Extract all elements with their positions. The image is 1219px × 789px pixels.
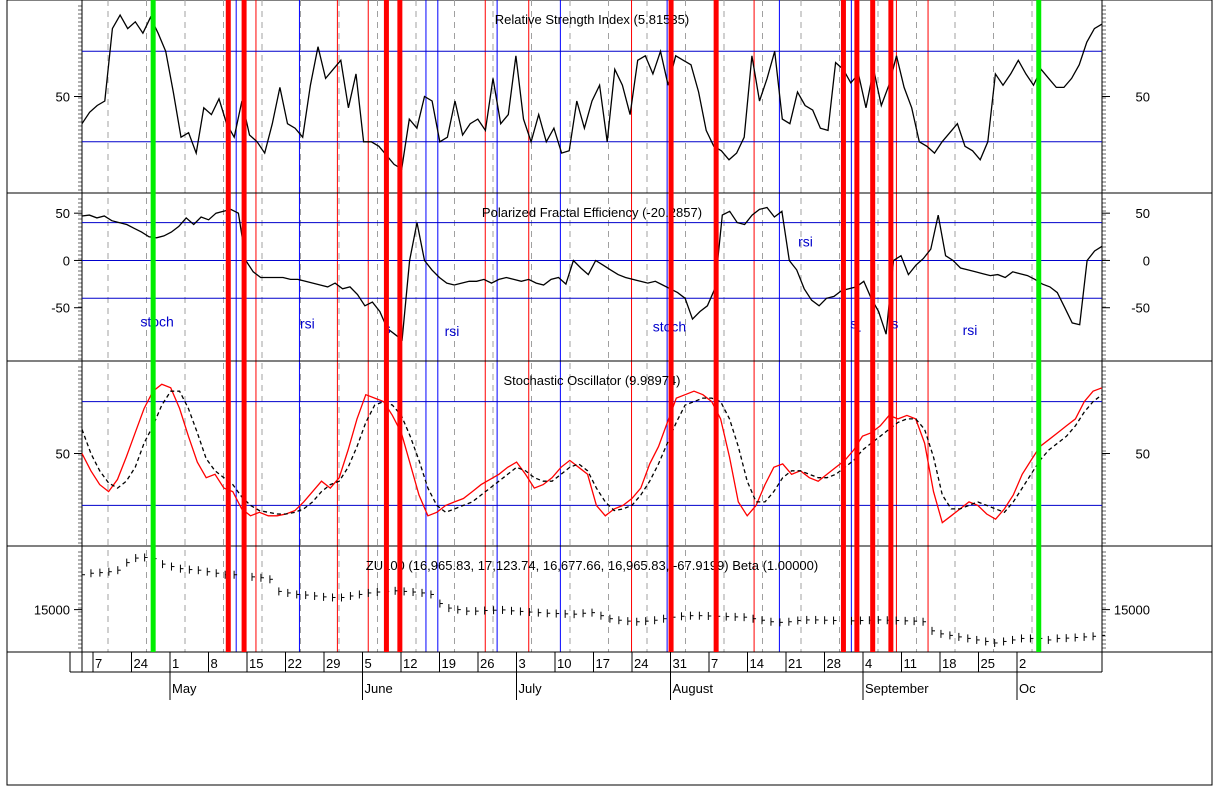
day-tick-label: 11 [904,656,918,671]
day-tick-label: 19 [442,656,456,671]
series-line [81,13,1103,170]
day-tick-label: 29 [326,656,340,671]
y-tick-label-left: 15000 [34,603,70,618]
panel-3: 50 50 Stochastic Oscillator (9.98974) [7,361,1212,547]
series-line-dashed [81,390,1103,515]
y-tick-label-right: 0 [1143,253,1150,268]
day-tick-label: 24 [634,656,648,671]
signal-annotation: rsi [798,233,813,249]
day-tick-label: 3 [519,656,526,671]
y-tick-label-right: 15000 [1114,603,1150,618]
chart-frame [6,0,1213,786]
y-tick-label-right: 50 [1136,206,1150,221]
day-tick-label: 7 [95,656,102,671]
month-label: May [172,681,197,696]
month-label: September [865,681,929,696]
y-tick-label-left: 50 [56,447,70,462]
day-tick-label: 8 [211,656,218,671]
day-tick-label: 18 [942,656,956,671]
panel-title: Polarized Fractal Efficiency (-20.2857) [482,205,702,220]
day-tick-label: 28 [827,656,841,671]
vertical-signal-lines-front [150,0,1042,652]
date-axis: 7 24 1 8 15 22 29 5 12 19 26 3 10 17 24 31 7 14 21 28 4 11 18 2… [69,652,1103,700]
day-gridlines [107,0,1033,652]
y-tick-label-left: 0 [63,253,70,268]
y-tick-label-right: 50 [1136,447,1150,462]
day-tick-label: 4 [865,656,872,671]
day-tick-label: 2 [1019,656,1026,671]
day-tick-label: 24 [134,656,148,671]
vertical-signal-lines-back [235,0,929,652]
day-tick-label: 17 [596,656,610,671]
month-label: July [519,681,543,696]
month-label: August [673,681,714,696]
day-tick-label: 25 [981,656,995,671]
panel-title: ZU100 (16,965.83, 17,123.74, 16,677.66, … [366,558,818,573]
day-tick-label: 22 [288,656,302,671]
signal-annotation: rsi [963,322,978,338]
y-tick-label-left: -50 [51,301,70,316]
signal-annotation: rsi [445,323,460,339]
y-tick-label-right: 50 [1136,90,1150,105]
panel-4: 15000 15000 ZU100 (16,965.83, 17,123.74, 1… [7,546,1212,653]
series-line [81,206,1103,342]
panel-2: 505000-50-50stochrsisrsistochrsisrsrsiPo… [7,193,1212,362]
signal-annotation: rsi [300,316,315,332]
panel-1: 50 50 Relative Strength Index (5.81535) [7,0,1212,194]
month-label: Oc [1019,681,1036,696]
y-tick-label-left: 50 [56,90,70,105]
day-tick-label: 12 [403,656,417,671]
day-tick-label: 7 [711,656,718,671]
day-tick-label: 1 [172,656,179,671]
panel-title: Stochastic Oscillator (9.98974) [503,373,680,388]
signal-annotation: s [850,316,857,332]
y-tick-label-left: 50 [56,206,70,221]
signal-annotation: s [891,316,898,332]
panel-title: Relative Strength Index (5.81535) [495,12,689,27]
day-tick-label: 14 [750,656,764,671]
day-tick-label: 26 [480,656,494,671]
y-tick-label-right: -50 [1131,301,1150,316]
day-tick-label: 10 [557,656,571,671]
signal-annotation: stoch [140,314,173,330]
series-line-red [81,383,1103,524]
month-label: June [365,681,393,696]
day-tick-label: 21 [788,656,802,671]
day-tick-label: 31 [673,656,687,671]
day-tick-label: 5 [365,656,372,671]
day-tick-label: 15 [249,656,263,671]
